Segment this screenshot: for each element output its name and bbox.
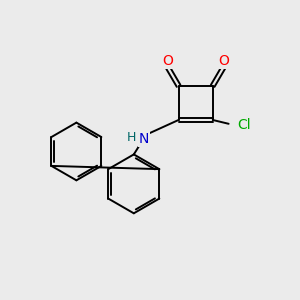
Text: N: N	[139, 132, 149, 146]
Text: Cl: Cl	[237, 118, 250, 132]
Text: O: O	[162, 54, 173, 68]
Text: H: H	[127, 131, 136, 144]
Text: O: O	[218, 54, 229, 68]
